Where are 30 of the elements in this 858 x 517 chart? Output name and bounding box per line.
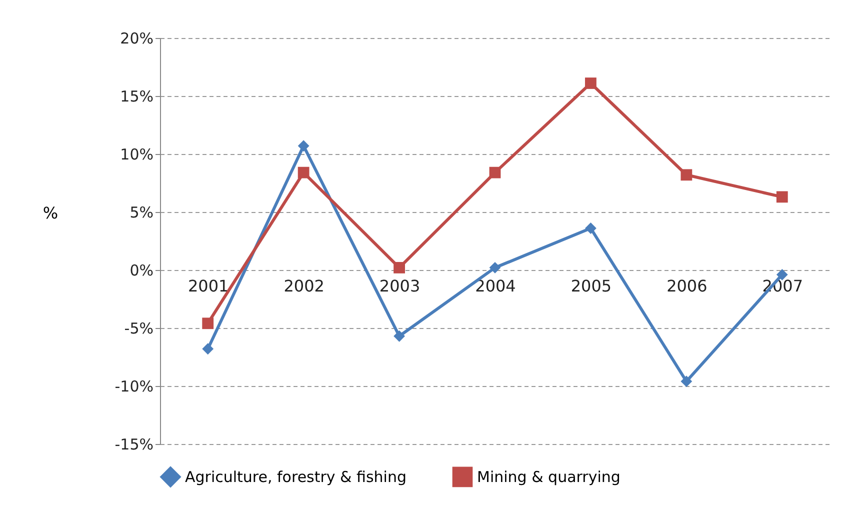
x-tick-label: 2005: [570, 276, 612, 296]
y-tick-label: -10%: [114, 378, 154, 396]
legend-label: Agriculture, forestry & fishing: [185, 468, 406, 486]
y-tick-label: -15%: [114, 436, 154, 454]
y-tick-label: 20%: [120, 30, 154, 48]
y-tick-label: -5%: [124, 320, 154, 338]
point: [489, 166, 501, 178]
point: [585, 222, 596, 234]
x-tick-label: 2002: [284, 276, 324, 296]
point: [298, 166, 310, 178]
y-tick-label: 10%: [120, 146, 154, 164]
legend-label: Mining & quarrying: [477, 468, 620, 486]
y-tick-label: 0%: [130, 262, 154, 280]
y-axis-title: %: [42, 204, 58, 222]
y-tick-label: 15%: [120, 88, 154, 106]
y-tick-label: 5%: [130, 204, 154, 222]
x-tick-label: 2004: [475, 276, 516, 296]
point: [776, 191, 788, 203]
point: [298, 140, 310, 152]
point: [585, 78, 596, 89]
point: [202, 343, 214, 355]
x-tick-label: 2001: [188, 276, 229, 296]
point: [489, 262, 501, 274]
point: [680, 376, 692, 388]
x-tick-label: 2003: [379, 276, 420, 296]
x-tick-label: 2006: [666, 276, 708, 296]
point: [394, 330, 405, 342]
point: [202, 318, 214, 330]
point: [680, 169, 692, 181]
point: [394, 262, 405, 274]
